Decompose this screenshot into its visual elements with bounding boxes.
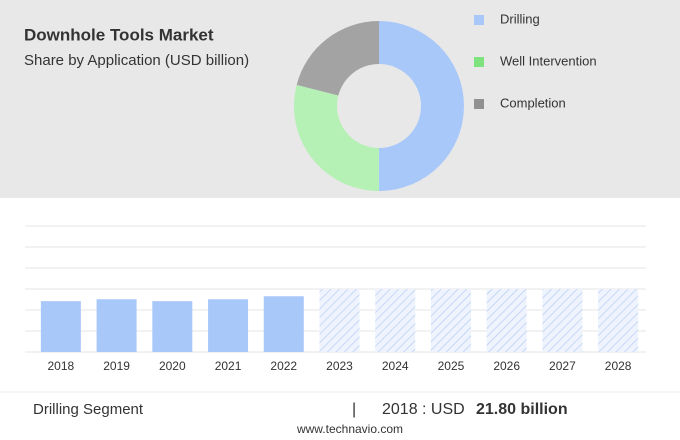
- x-tick-label: 2019: [103, 359, 130, 373]
- x-tick-label: 2024: [382, 359, 409, 373]
- forecast-bar: [430, 289, 471, 352]
- title: Downhole Tools Market: [24, 25, 214, 44]
- legend-swatch: [474, 99, 484, 109]
- x-tick-label: 2027: [549, 359, 576, 373]
- donut-slice: [294, 84, 379, 191]
- forecast-bar: [319, 289, 360, 352]
- x-tick-label: 2022: [270, 359, 297, 373]
- legend-label: Completion: [500, 95, 566, 110]
- footer-label: 2018 : USD: [382, 401, 465, 418]
- legend-swatch: [474, 57, 484, 67]
- bar: [40, 301, 81, 352]
- forecast-bar: [486, 289, 527, 352]
- x-tick-label: 2026: [493, 359, 520, 373]
- legend-label: Drilling: [500, 11, 540, 26]
- legend-label: Well Intervention: [500, 53, 597, 68]
- forecast-bar: [375, 289, 416, 352]
- x-tick-label: 2025: [438, 359, 465, 373]
- forecast-bar: [598, 289, 639, 352]
- bar: [208, 299, 249, 352]
- forecast-bar: [542, 289, 583, 352]
- x-tick-label: 2028: [605, 359, 632, 373]
- bar: [96, 299, 137, 352]
- footer-separator: |: [352, 401, 356, 418]
- x-tick-label: 2023: [326, 359, 353, 373]
- footer-segment: Drilling Segment: [33, 401, 144, 418]
- donut-slice: [296, 21, 379, 96]
- donut-slice: [379, 21, 464, 191]
- source: www.technavio.com: [296, 422, 403, 436]
- footer-value: 21.80 billion: [476, 401, 568, 418]
- x-tick-label: 2018: [48, 359, 75, 373]
- legend-swatch: [474, 15, 484, 25]
- bar: [263, 296, 304, 352]
- subtitle: Share by Application (USD billion): [24, 52, 249, 69]
- x-tick-label: 2021: [215, 359, 242, 373]
- x-tick-label: 2020: [159, 359, 186, 373]
- bar: [152, 301, 193, 352]
